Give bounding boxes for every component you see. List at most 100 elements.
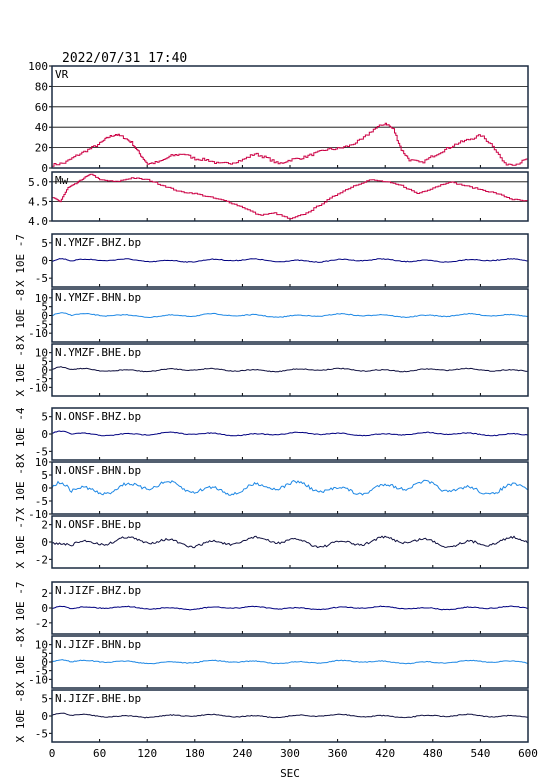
y-tick-label: -2 [35,617,48,630]
panel-label: N.ONSF.BHN.bp [55,464,141,477]
y-tick-label: 0 [41,710,48,723]
series-line [51,535,528,549]
y-tick-label: 60 [35,101,48,114]
y-tick-label: 5 [41,355,48,368]
y-tick-label: 0 [41,364,48,377]
panel-frame [51,515,529,569]
y-tick-label: 10 [35,292,48,305]
y-tick-label: -5 [35,665,48,678]
y-tick-label: 5 [41,647,48,660]
panel-label: N.JIZF.BHN.bp [55,638,141,651]
x-axis: 0 60 120 180 240 300 360 420 480 540 600 [49,747,538,760]
unit-label: X 10E -7 [14,582,27,635]
y-tick-label: 0 [41,656,48,669]
x-tick-label: 540 [470,747,490,760]
panel-label: N.JIZF.BHZ.bp [55,584,141,597]
y-tick-label: 0 [41,310,48,323]
y-tick-label: 0 [41,482,48,495]
panel-frame [51,407,529,461]
y-tick-label: 0 [41,255,48,268]
x-tick-label: 120 [137,747,157,760]
panel-1: 4.0 4.5 5.0 Mw [28,171,529,228]
x-tick-label: 0 [49,747,56,760]
chart-title: 2022/07/31 17:40 [62,51,187,66]
panel-label: N.ONSF.BHZ.bp [55,410,141,423]
panel-label: N.ONSF.BHE.bp [55,518,141,531]
y-tick-label: 4.0 [28,215,48,228]
series-line [51,258,528,263]
y-tick-label: 0 [41,428,48,441]
y-tick-label: 5 [41,693,48,706]
x-tick-label: 240 [232,747,252,760]
series-line [51,312,528,319]
y-tick-label: -5 [35,318,48,331]
panel-label: N.YMZF.BHN.bp [55,291,141,304]
x-tick-label: 600 [518,747,538,760]
y-tick-label: 5 [41,469,48,482]
panel-frame [51,171,529,222]
y-tick-label: -10 [28,508,48,521]
panel-label: N.JIZF.BHE.bp [55,692,141,705]
series-line [51,479,528,496]
unit-label: X 10E -8 [14,462,27,515]
y-tick-label: 20 [35,142,48,155]
y-tick-label: 100 [28,60,48,73]
panel-frame [51,689,529,743]
y-tick-label: 5 [41,411,48,424]
panel-frame [51,233,529,288]
series-line [52,122,528,167]
panel-frame [51,65,529,169]
panel-frame [51,288,529,343]
unit-label: X 10E -8 [14,289,27,342]
y-tick-label: -10 [28,327,48,340]
panel-frame [51,581,529,635]
x-tick-label: 420 [375,747,395,760]
panel-5: -5 0 5 X 10E -4 N.ONSF.BHZ.bp [14,407,529,461]
unit-label: X 10E -4 [14,407,27,460]
y-tick-label: -5 [35,445,48,458]
series-line [51,430,528,437]
x-tick-label: 300 [280,747,300,760]
y-tick-label: 10 [35,456,48,469]
panel-10: -5 0 5 X 10E -8 N.JIZF.BHE.bp [14,689,529,743]
y-tick-label: -5 [35,373,48,386]
y-tick-label: -5 [35,272,48,285]
y-tick-label: 0 [41,536,48,549]
y-tick-label: -10 [28,673,48,686]
y-tick-label: 2 [41,519,48,532]
panel-label: VR [55,68,69,81]
panel-label: Mw [55,174,69,187]
x-tick-label: 60 [93,747,106,760]
y-tick-label: -10 [28,381,48,394]
series-line [51,366,528,373]
unit-label: X 10E -8 [14,690,27,743]
series-line [52,173,528,220]
y-tick-label: 0 [41,602,48,615]
y-tick-label: 80 [35,80,48,93]
y-tick-label: 4.5 [28,195,48,208]
panel-7: -2 0 2 X 10E -7 N.ONSF.BHE.bp [14,515,529,569]
series-line [51,605,528,611]
y-tick-label: 5 [41,237,48,250]
panel-label: N.YMZF.BHE.bp [55,346,141,359]
x-tick-label: 180 [185,747,205,760]
y-tick-label: -5 [35,727,48,740]
x-tick-label: 360 [328,747,348,760]
y-tick-label: 5.0 [28,176,48,189]
y-tick-label: -5 [35,495,48,508]
y-tick-label: 40 [35,121,48,134]
y-tick-label: 5 [41,301,48,314]
unit-label: X 10E -8 [14,636,27,689]
panel-8: -2 0 2 X 10E -7 N.JIZF.BHZ.bp [14,581,529,635]
y-tick-label: -2 [35,553,48,566]
series-line [51,659,528,665]
panel-frame [51,343,529,397]
unit-label: X 10E -8 [14,344,27,397]
y-tick-label: 10 [35,347,48,360]
